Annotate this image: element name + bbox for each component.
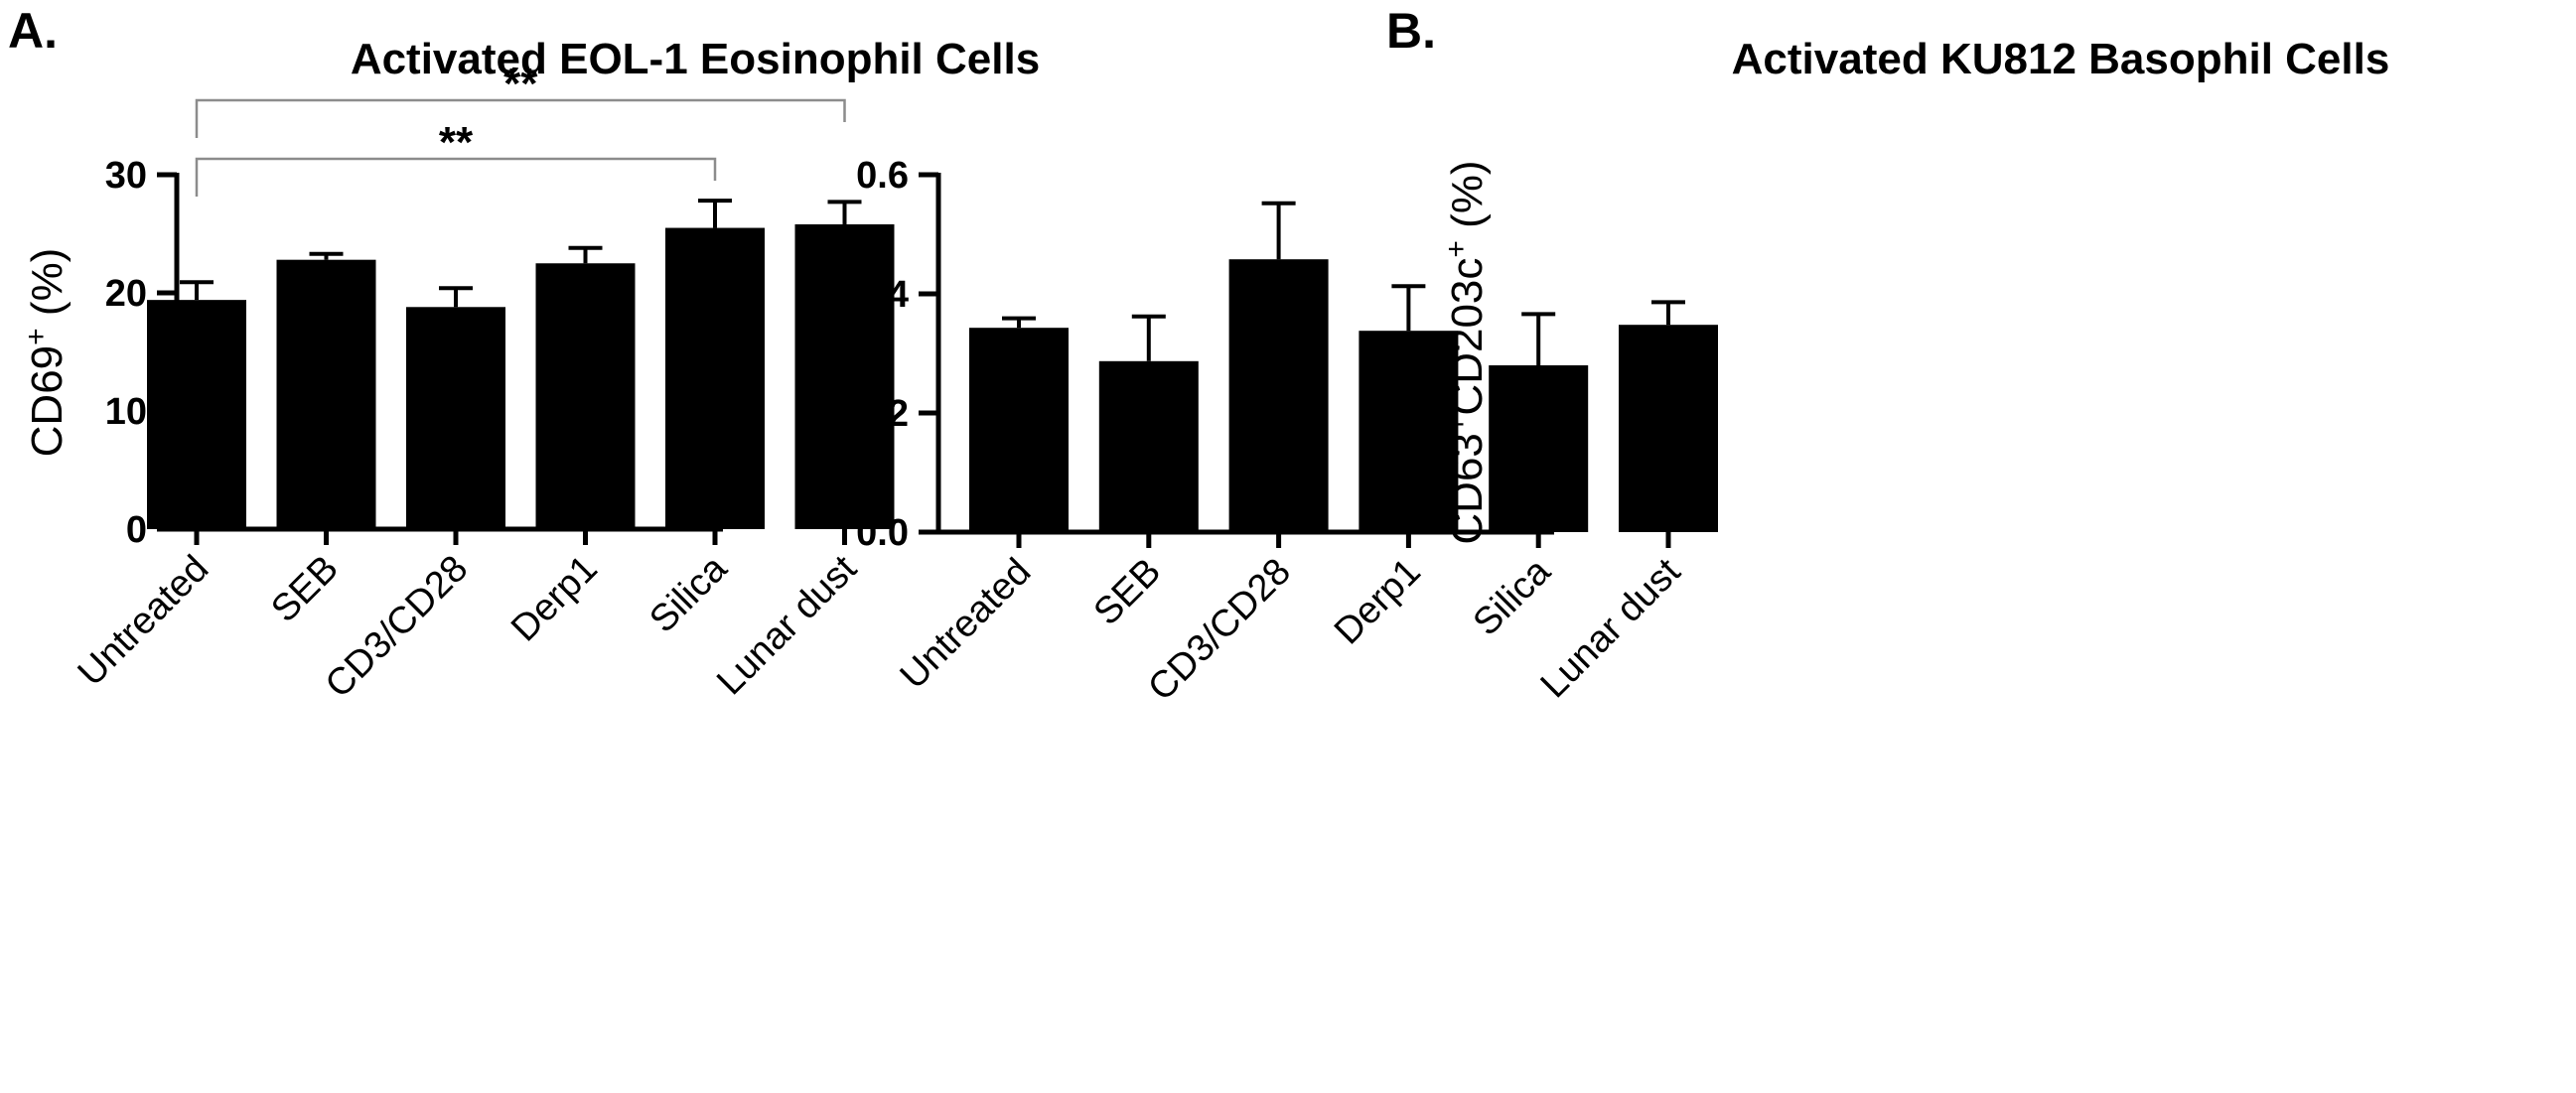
bar-a-3 bbox=[535, 263, 636, 529]
category-label: Silica bbox=[642, 547, 736, 641]
category-label: Derp1 bbox=[503, 548, 606, 650]
bar-a-0 bbox=[147, 300, 246, 529]
significance-bracket bbox=[195, 98, 846, 138]
panel-a-letter: A. bbox=[8, 3, 58, 59]
category-label: SEB bbox=[263, 548, 346, 630]
y-tick-label: 0 bbox=[126, 509, 147, 551]
y-tick-label: 0.2 bbox=[856, 393, 909, 435]
y-tick-label: 20 bbox=[105, 273, 147, 315]
significance-label: ** bbox=[439, 118, 474, 167]
bar-b-0 bbox=[969, 328, 1069, 532]
category-label: Derp1 bbox=[1327, 551, 1429, 653]
panel-a-y-axis-label: CD69+ (%) bbox=[20, 248, 72, 458]
bar-a-1 bbox=[276, 259, 376, 529]
panel-a-title: Activated EOL-1 Eosinophil Cells bbox=[351, 35, 1040, 83]
panel-b-letter: B. bbox=[1386, 3, 1436, 59]
y-tick-label: 30 bbox=[105, 155, 147, 197]
y-tick-label: 0.4 bbox=[856, 274, 909, 316]
bar-a-2 bbox=[406, 307, 505, 529]
category-label: Lunar dust bbox=[1533, 550, 1689, 706]
y-tick-label: 10 bbox=[105, 391, 147, 433]
panel-b-title: Activated KU812 Basophil Cells bbox=[1732, 35, 2390, 83]
bar-b-3 bbox=[1359, 331, 1459, 532]
category-label: Silica bbox=[1466, 550, 1560, 644]
y-tick-label: 0.0 bbox=[856, 512, 909, 554]
category-label: CD3/CD28 bbox=[318, 548, 477, 707]
bar-a-4 bbox=[665, 227, 765, 530]
significance-bracket bbox=[195, 157, 717, 197]
bar-b-1 bbox=[1098, 360, 1199, 532]
y-tick-label: 0.6 bbox=[856, 155, 909, 197]
significance-label: ** bbox=[503, 60, 538, 108]
category-label: Untreated bbox=[71, 548, 217, 695]
bar-b-5 bbox=[1619, 325, 1718, 532]
bar-b-4 bbox=[1489, 365, 1589, 532]
category-label: Untreated bbox=[893, 551, 1040, 698]
category-label: CD3/CD28 bbox=[1140, 551, 1299, 710]
category-label: Lunar dust bbox=[709, 547, 865, 703]
bar-b-2 bbox=[1228, 259, 1329, 532]
category-label: SEB bbox=[1086, 551, 1169, 633]
bar-a-5 bbox=[794, 223, 895, 530]
